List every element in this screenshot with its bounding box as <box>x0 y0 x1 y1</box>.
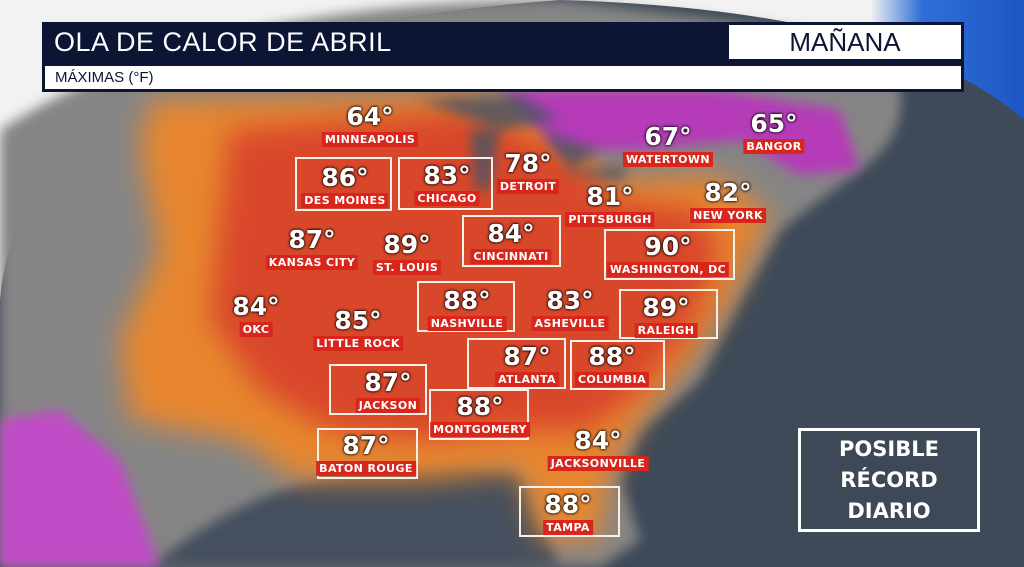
city-temperature: 84° <box>487 219 535 248</box>
gulf <box>150 464 560 567</box>
city-name-label: DETROIT <box>496 179 560 194</box>
city-temperature: 87° <box>364 368 412 397</box>
city-name-label: ST. LOUIS <box>372 260 442 275</box>
city-temperature: 65° <box>750 109 798 138</box>
record-box <box>519 486 620 537</box>
record-box <box>570 340 665 390</box>
legend-line: POSIBLE <box>839 437 939 461</box>
city-name-label: CHICAGO <box>414 191 480 206</box>
city-temperature: 83° <box>546 286 594 315</box>
city-temperature: 90° <box>644 232 692 261</box>
heat-magenta-mexico <box>0 410 160 567</box>
legend-line: DIARIO <box>847 499 931 523</box>
city-name-label: CINCINNATI <box>470 249 552 264</box>
legend-line: RÉCORD <box>840 468 938 492</box>
city-temperature: 88° <box>456 392 504 421</box>
city-temperature: 85° <box>334 306 382 335</box>
city-name-label: OKC <box>239 322 273 337</box>
city-temperature: 89° <box>642 293 690 322</box>
city-temperature: 87° <box>288 225 336 254</box>
record-box <box>417 281 515 332</box>
record-box <box>329 364 427 415</box>
city-name-label: ASHEVILLE <box>531 316 609 331</box>
record-box <box>604 229 735 280</box>
record-box <box>398 157 493 210</box>
city-name-label: COLUMBIA <box>574 372 650 387</box>
record-box <box>467 338 566 389</box>
city-name-label: BATON ROUGE <box>316 461 416 476</box>
city-name-label: DES MOINES <box>301 193 389 208</box>
city-temperature: 67° <box>644 122 692 151</box>
city-temperature: 88° <box>443 286 491 315</box>
heat-red <box>210 110 720 440</box>
city-name-label: PITTSBURGH <box>565 212 655 227</box>
city-temperature: 64° <box>346 102 394 131</box>
title-bar: OLA DE CALOR DE ABRIL <box>42 22 726 62</box>
city-temperature: 88° <box>544 490 592 519</box>
city-name-label: KANSAS CITY <box>265 255 359 270</box>
city-name-label: RALEIGH <box>634 323 698 338</box>
city-temperature: 89° <box>383 230 431 259</box>
city-temperature: 82° <box>704 178 752 207</box>
city-name-label: WATERTOWN <box>622 152 714 167</box>
city-temperature: 81° <box>586 182 634 211</box>
city-name-label: MINNEAPOLIS <box>321 132 419 147</box>
city-temperature: 84° <box>574 426 622 455</box>
record-box <box>317 428 418 479</box>
day-badge: MAÑANA <box>726 22 964 62</box>
city-temperature: 88° <box>588 342 636 371</box>
city-temperature: 87° <box>342 431 390 460</box>
city-temperature: 84° <box>232 292 280 321</box>
city-temperature: 86° <box>321 163 369 192</box>
record-box <box>295 157 392 211</box>
city-temperature: 78° <box>504 149 552 178</box>
record-box <box>619 289 718 339</box>
city-name-label: JACKSONVILLE <box>547 456 649 471</box>
city-name-label: WASHINGTON, DC <box>606 262 730 277</box>
subtitle-bar: MÁXIMAS (°F) <box>42 62 964 92</box>
subtitle-label: MÁXIMAS (°F) <box>45 66 961 89</box>
city-name-label: ATLANTA <box>495 372 559 387</box>
great-lakes <box>420 95 630 190</box>
city-name-label: NASHVILLE <box>427 316 507 331</box>
city-temperature: 87° <box>503 342 551 371</box>
city-name-label: JACKSON <box>355 398 421 413</box>
city-name-label: NEW YORK <box>690 208 766 223</box>
day-label: MAÑANA <box>729 25 961 59</box>
city-name-label: BANGOR <box>743 139 805 154</box>
city-name-label: LITTLE ROCK <box>313 336 403 351</box>
city-temperature: 83° <box>423 161 471 190</box>
record-box <box>429 389 529 440</box>
record-legend: POSIBLE RÉCORD DIARIO <box>798 428 980 532</box>
city-name-label: MONTGOMERY <box>430 422 530 437</box>
city-name-label: TAMPA <box>543 520 593 535</box>
record-box <box>462 215 561 267</box>
